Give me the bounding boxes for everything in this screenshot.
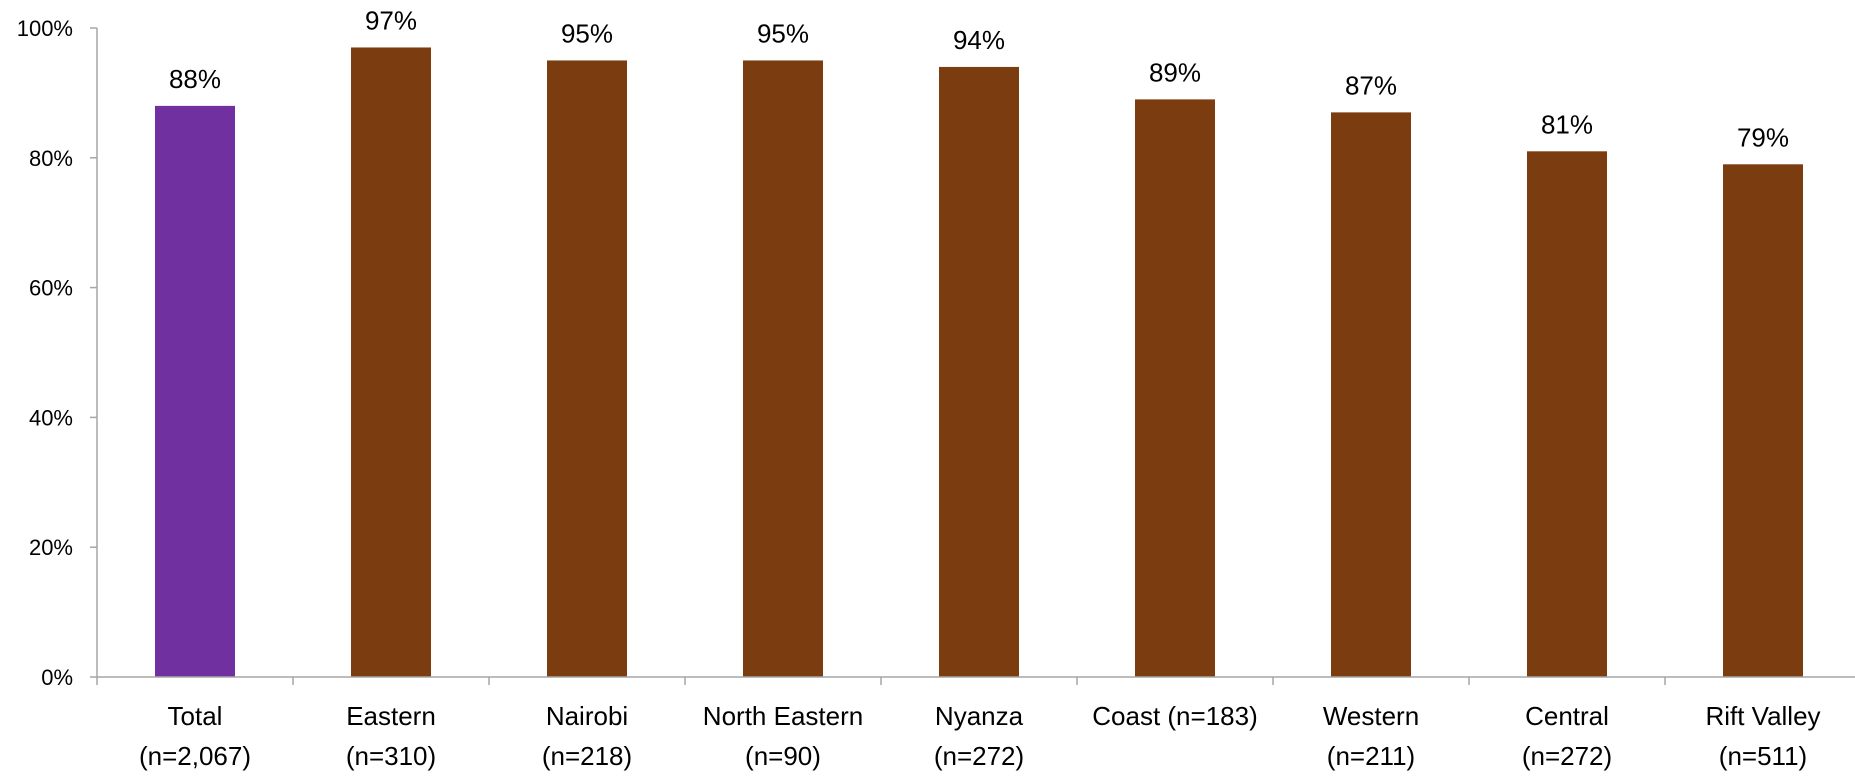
y-tick-label: 100% bbox=[17, 16, 73, 41]
bar bbox=[939, 66, 1019, 677]
bar bbox=[1723, 164, 1803, 678]
category-label-line: (n=211) bbox=[1327, 741, 1415, 771]
data-label: 87% bbox=[1345, 70, 1397, 100]
bar bbox=[743, 60, 823, 677]
bar bbox=[1135, 99, 1215, 677]
category-label-line: Total bbox=[168, 701, 223, 731]
data-label: 94% bbox=[953, 25, 1005, 55]
category-label-line: Central bbox=[1525, 701, 1609, 731]
data-label: 95% bbox=[757, 18, 809, 48]
y-tick-label: 80% bbox=[29, 146, 73, 171]
category-label-line: (n=90) bbox=[745, 741, 821, 771]
category-label-line: (n=218) bbox=[542, 741, 632, 771]
bar bbox=[1527, 151, 1607, 677]
bar bbox=[155, 105, 235, 677]
category-label-line: Eastern bbox=[346, 701, 436, 731]
bars: 88% 97% 95% 95% 94% 89% 87% 81% 79% bbox=[155, 5, 1803, 678]
category-label: Nyanza (n=272) bbox=[934, 701, 1024, 771]
category-label-line: (n=272) bbox=[934, 741, 1024, 771]
category-label: Rift Valley (n=511) bbox=[1705, 701, 1820, 771]
data-label: 95% bbox=[561, 18, 613, 48]
category-label: Central (n=272) bbox=[1522, 701, 1612, 771]
category-label-line: (n=272) bbox=[1522, 741, 1612, 771]
data-label: 88% bbox=[169, 64, 221, 94]
y-tick-label: 20% bbox=[29, 535, 73, 560]
data-label: 89% bbox=[1149, 57, 1201, 87]
category-label-line: (n=310) bbox=[346, 741, 436, 771]
category-label-line: North Eastern bbox=[703, 701, 863, 731]
category-label-line: Western bbox=[1323, 701, 1419, 731]
bar bbox=[351, 47, 431, 678]
category-label-line: (n=511) bbox=[1719, 741, 1807, 771]
y-tick-label: 60% bbox=[29, 276, 73, 301]
category-label-line: Nairobi bbox=[546, 701, 628, 731]
category-label: Total (n=2,067) bbox=[139, 701, 251, 771]
x-axis: Total (n=2,067) Eastern (n=310) Nairobi (n=21… bbox=[96, 676, 1855, 771]
category-label: Eastern (n=310) bbox=[346, 701, 436, 771]
y-tick-label: 40% bbox=[29, 405, 73, 430]
category-label: Coast (n=183) bbox=[1092, 701, 1257, 731]
data-label: 81% bbox=[1541, 109, 1593, 139]
bar bbox=[547, 60, 627, 677]
data-label: 79% bbox=[1737, 122, 1789, 152]
category-label-line: Coast (n=183) bbox=[1092, 701, 1257, 731]
bar bbox=[1331, 112, 1411, 678]
category-label-line: (n=2,067) bbox=[139, 741, 251, 771]
data-label: 97% bbox=[365, 5, 417, 35]
category-label-line: Nyanza bbox=[935, 701, 1024, 731]
category-label: Western (n=211) bbox=[1323, 701, 1419, 771]
category-label: North Eastern (n=90) bbox=[703, 701, 863, 771]
category-label: Nairobi (n=218) bbox=[542, 701, 632, 771]
y-tick-label: 0% bbox=[41, 665, 73, 690]
category-label-line: Rift Valley bbox=[1705, 701, 1820, 731]
y-axis: 0% 20% 40% 60% 80% 100% bbox=[17, 16, 98, 690]
